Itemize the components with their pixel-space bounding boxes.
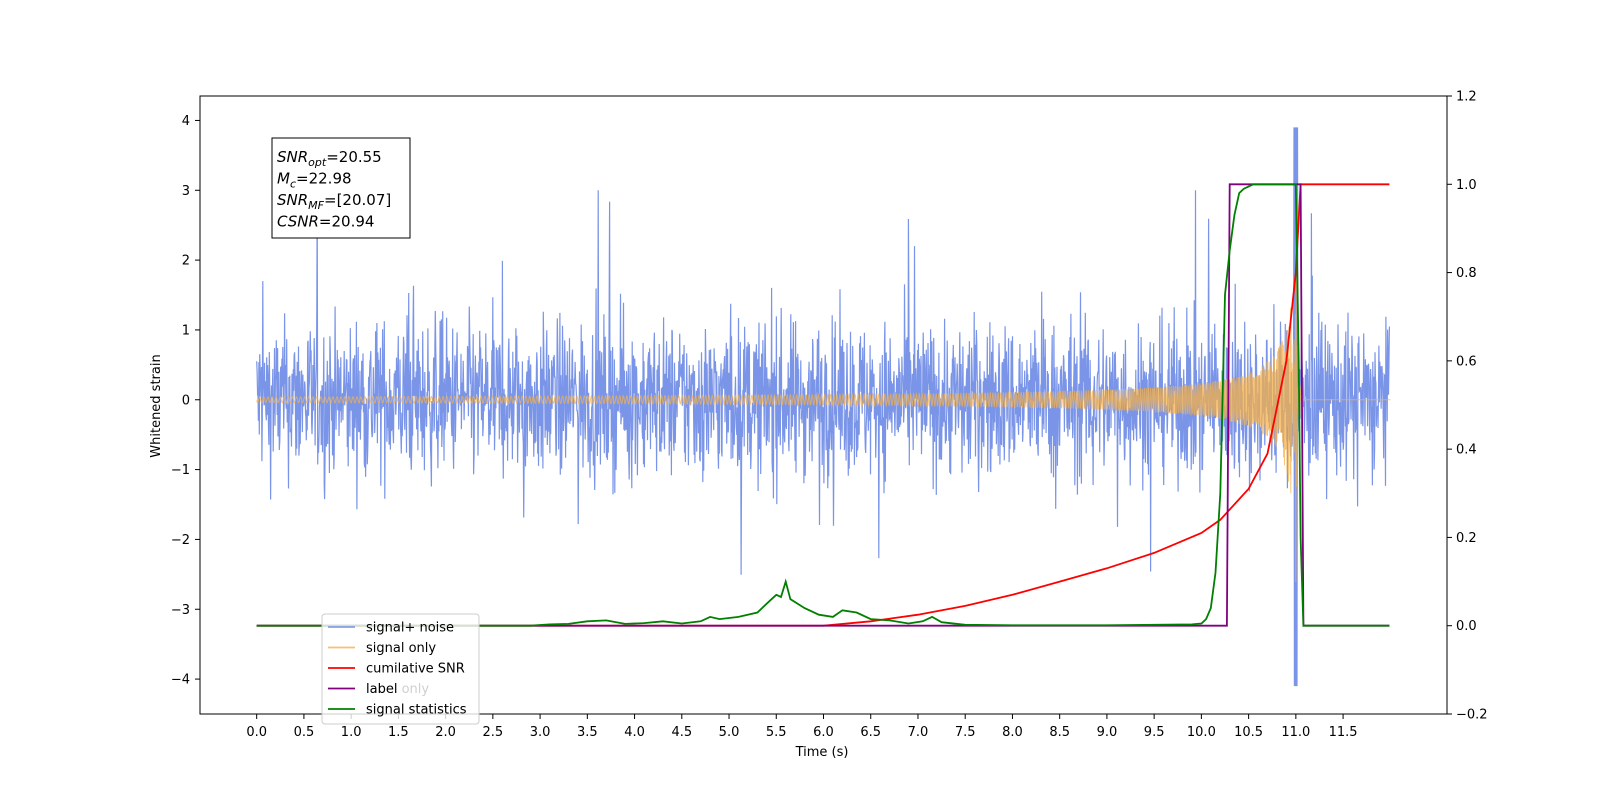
annotation-line: Mc=22.98 — [277, 170, 352, 191]
legend-entry-label: signal only — [366, 641, 436, 656]
x-tick-label: 0.5 — [294, 725, 315, 740]
y-tick-label-left: 4 — [182, 114, 190, 129]
legend-ghost-label: label only — [366, 682, 429, 697]
y-tick-label-left: −1 — [171, 463, 190, 478]
x-axis: 0.0 0.5 1.0 1.5 2.0 2.5 3.0 3.5 4.0 4.5 5.0 5.5 6.0 6… — [246, 714, 1358, 740]
legend-ghost-label: signal statistics — [366, 703, 467, 718]
x-tick-label: 8.5 — [1049, 725, 1070, 740]
x-tick-label: 8.0 — [1002, 725, 1023, 740]
legend-entry-label: label — [366, 682, 397, 697]
y-tick-label-left: 0 — [182, 393, 190, 408]
x-tick-label: 1.0 — [341, 725, 362, 740]
y-tick-label-right: 0.8 — [1456, 266, 1477, 281]
y-tick-label-right: 0.2 — [1456, 531, 1477, 546]
x-tick-label: 3.0 — [530, 725, 551, 740]
plot-area — [256, 127, 1391, 687]
x-tick-label: 4.0 — [624, 725, 645, 740]
x-tick-label: 11.5 — [1329, 725, 1358, 740]
y-tick-label-right: 0.4 — [1456, 443, 1477, 458]
y-tick-label-right: 0.0 — [1456, 619, 1477, 634]
y-tick-label-right: 1.0 — [1456, 178, 1477, 193]
y-tick-label-left: 2 — [182, 254, 190, 269]
y-axis-right: 1.2 1.0 0.8 0.6 0.4 0.2 0.0 −0.2 — [1447, 90, 1488, 723]
y-tick-label-left: −4 — [171, 673, 190, 688]
x-axis-label: Time (s) — [795, 745, 849, 760]
legend-entry-label: cumilative SNR — [366, 662, 465, 677]
legend-entry-label: signal+ noise — [366, 621, 454, 636]
x-tick-label: 5.5 — [766, 725, 787, 740]
x-tick-label: 9.0 — [1097, 725, 1118, 740]
y-axis-left: 4 3 2 1 0 −1 −2 −3 −4 — [171, 114, 200, 688]
x-tick-label: 5.0 — [719, 725, 740, 740]
x-tick-label: 1.5 — [388, 725, 409, 740]
annotation-line: CSNR=20.94 — [277, 213, 374, 231]
x-tick-label: 7.5 — [955, 725, 976, 740]
x-tick-label: 2.0 — [435, 725, 456, 740]
legend: label only signal statistics signal+ noise… — [321, 613, 480, 725]
series-signal-statistics-line — [256, 183, 1390, 627]
legend-frame — [321, 613, 480, 725]
x-tick-label: 10.0 — [1187, 725, 1216, 740]
x-tick-label: 2.5 — [483, 725, 504, 740]
x-tick-label: 0.0 — [246, 725, 267, 740]
x-tick-label: 9.5 — [1144, 725, 1165, 740]
x-tick-label: 6.5 — [860, 725, 881, 740]
x-tick-label: 6.0 — [813, 725, 834, 740]
y-tick-label-left: 1 — [182, 323, 190, 338]
legend-entry-label: signal statistics — [366, 703, 467, 718]
x-tick-label: 3.5 — [577, 725, 598, 740]
x-tick-label: 10.5 — [1234, 725, 1263, 740]
y-tick-label-right: 0.6 — [1456, 354, 1477, 369]
y-axis-label-left: Whitened strain — [149, 354, 164, 457]
annotation-frame — [271, 137, 411, 239]
y-tick-label-right: −0.2 — [1456, 708, 1488, 723]
y-tick-label-left: −2 — [171, 533, 190, 548]
x-tick-label: 11.0 — [1281, 725, 1310, 740]
annotation-line: SNRopt=20.55 — [277, 148, 382, 169]
annotation-line: SNRMF=[20.07] — [277, 191, 391, 212]
x-tick-label: 7.0 — [908, 725, 929, 740]
annotation-box: SNRopt=20.55Mc=22.98SNRMF=[20.07]CSNR=20… — [271, 137, 411, 239]
x-tick-label: 4.5 — [671, 725, 692, 740]
y-tick-label-left: 3 — [182, 184, 190, 199]
series-cumulative-snr-line — [256, 183, 1390, 627]
y-tick-label-right: 1.2 — [1456, 90, 1477, 105]
y-tick-label-left: −3 — [171, 603, 190, 618]
series-signal-only-line — [256, 270, 1391, 583]
